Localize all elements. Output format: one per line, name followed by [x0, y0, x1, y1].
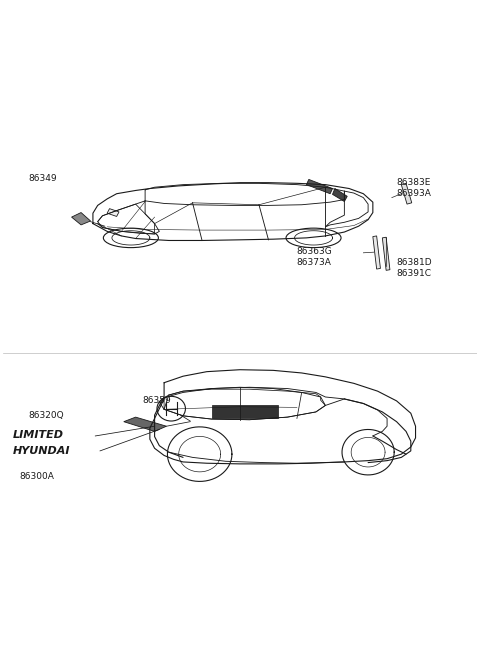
Text: 86320Q: 86320Q — [29, 411, 64, 420]
Polygon shape — [373, 236, 381, 269]
Polygon shape — [72, 213, 91, 225]
Text: HYUNDAI: HYUNDAI — [12, 446, 70, 456]
Text: 86363G
86373A: 86363G 86373A — [296, 248, 332, 267]
Polygon shape — [383, 237, 390, 271]
Text: 86300A: 86300A — [19, 472, 54, 481]
Polygon shape — [401, 183, 412, 204]
Text: 86383E
86393A: 86383E 86393A — [396, 178, 432, 198]
Text: LIMITED: LIMITED — [12, 430, 63, 440]
Polygon shape — [333, 189, 347, 202]
Polygon shape — [107, 209, 119, 216]
Polygon shape — [306, 179, 333, 194]
Text: 86359: 86359 — [143, 396, 171, 405]
Text: 86349: 86349 — [29, 174, 58, 183]
Text: 86381D
86391C: 86381D 86391C — [396, 257, 432, 278]
Polygon shape — [124, 417, 167, 432]
Bar — [212, 405, 278, 419]
